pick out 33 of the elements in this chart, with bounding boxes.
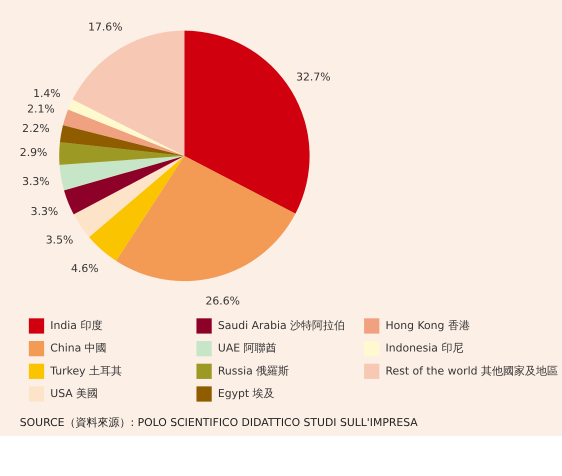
pie-slice xyxy=(116,156,296,281)
pie-slice xyxy=(89,156,184,261)
legend-label: Egypt 埃及 xyxy=(218,386,275,400)
data-label: 26.6% xyxy=(206,294,240,308)
source-note: SOURCE（資料來源）: POLO SCIENTIFICO DIDATTICO STUDI SULL'IMPRESA xyxy=(20,416,418,430)
pie-slice xyxy=(64,156,184,214)
pie-slice xyxy=(62,110,184,156)
data-label: 4.6% xyxy=(71,262,99,276)
pie-slice xyxy=(74,156,184,238)
legend-label: USA 美國 xyxy=(50,386,98,400)
data-label: 3.3% xyxy=(22,175,50,188)
data-label: 3.5% xyxy=(46,233,74,246)
legend-label: Saudi Arabia 沙特阿拉伯 xyxy=(218,318,346,332)
legend-label: Indonesia 印尼 xyxy=(386,342,464,355)
legend-label: UAE 阿聯酋 xyxy=(218,342,277,355)
legend-label: Hong Kong 香港 xyxy=(386,318,470,332)
data-label: 2.2% xyxy=(22,122,50,136)
legend-label: Rest of the world 其他國家及地區 xyxy=(386,364,558,378)
legend-label: India 印度 xyxy=(50,318,102,332)
pie-slice xyxy=(68,99,184,156)
legend-label: Russia 俄羅斯 xyxy=(218,364,290,378)
data-label: 17.6% xyxy=(88,20,122,34)
pie-slice xyxy=(59,142,184,165)
legend-label: Turkey 土耳其 xyxy=(49,364,122,378)
data-label: 32.7% xyxy=(296,70,331,84)
legend-label: China 中國 xyxy=(50,342,107,355)
pie-slice xyxy=(60,125,184,156)
data-label: 3.3% xyxy=(30,205,58,218)
data-label: 2.1% xyxy=(27,102,55,116)
pie-slice xyxy=(59,156,184,190)
data-label: 2.9% xyxy=(20,146,48,160)
data-label: 1.4% xyxy=(33,86,61,100)
pie-slice xyxy=(72,30,184,156)
